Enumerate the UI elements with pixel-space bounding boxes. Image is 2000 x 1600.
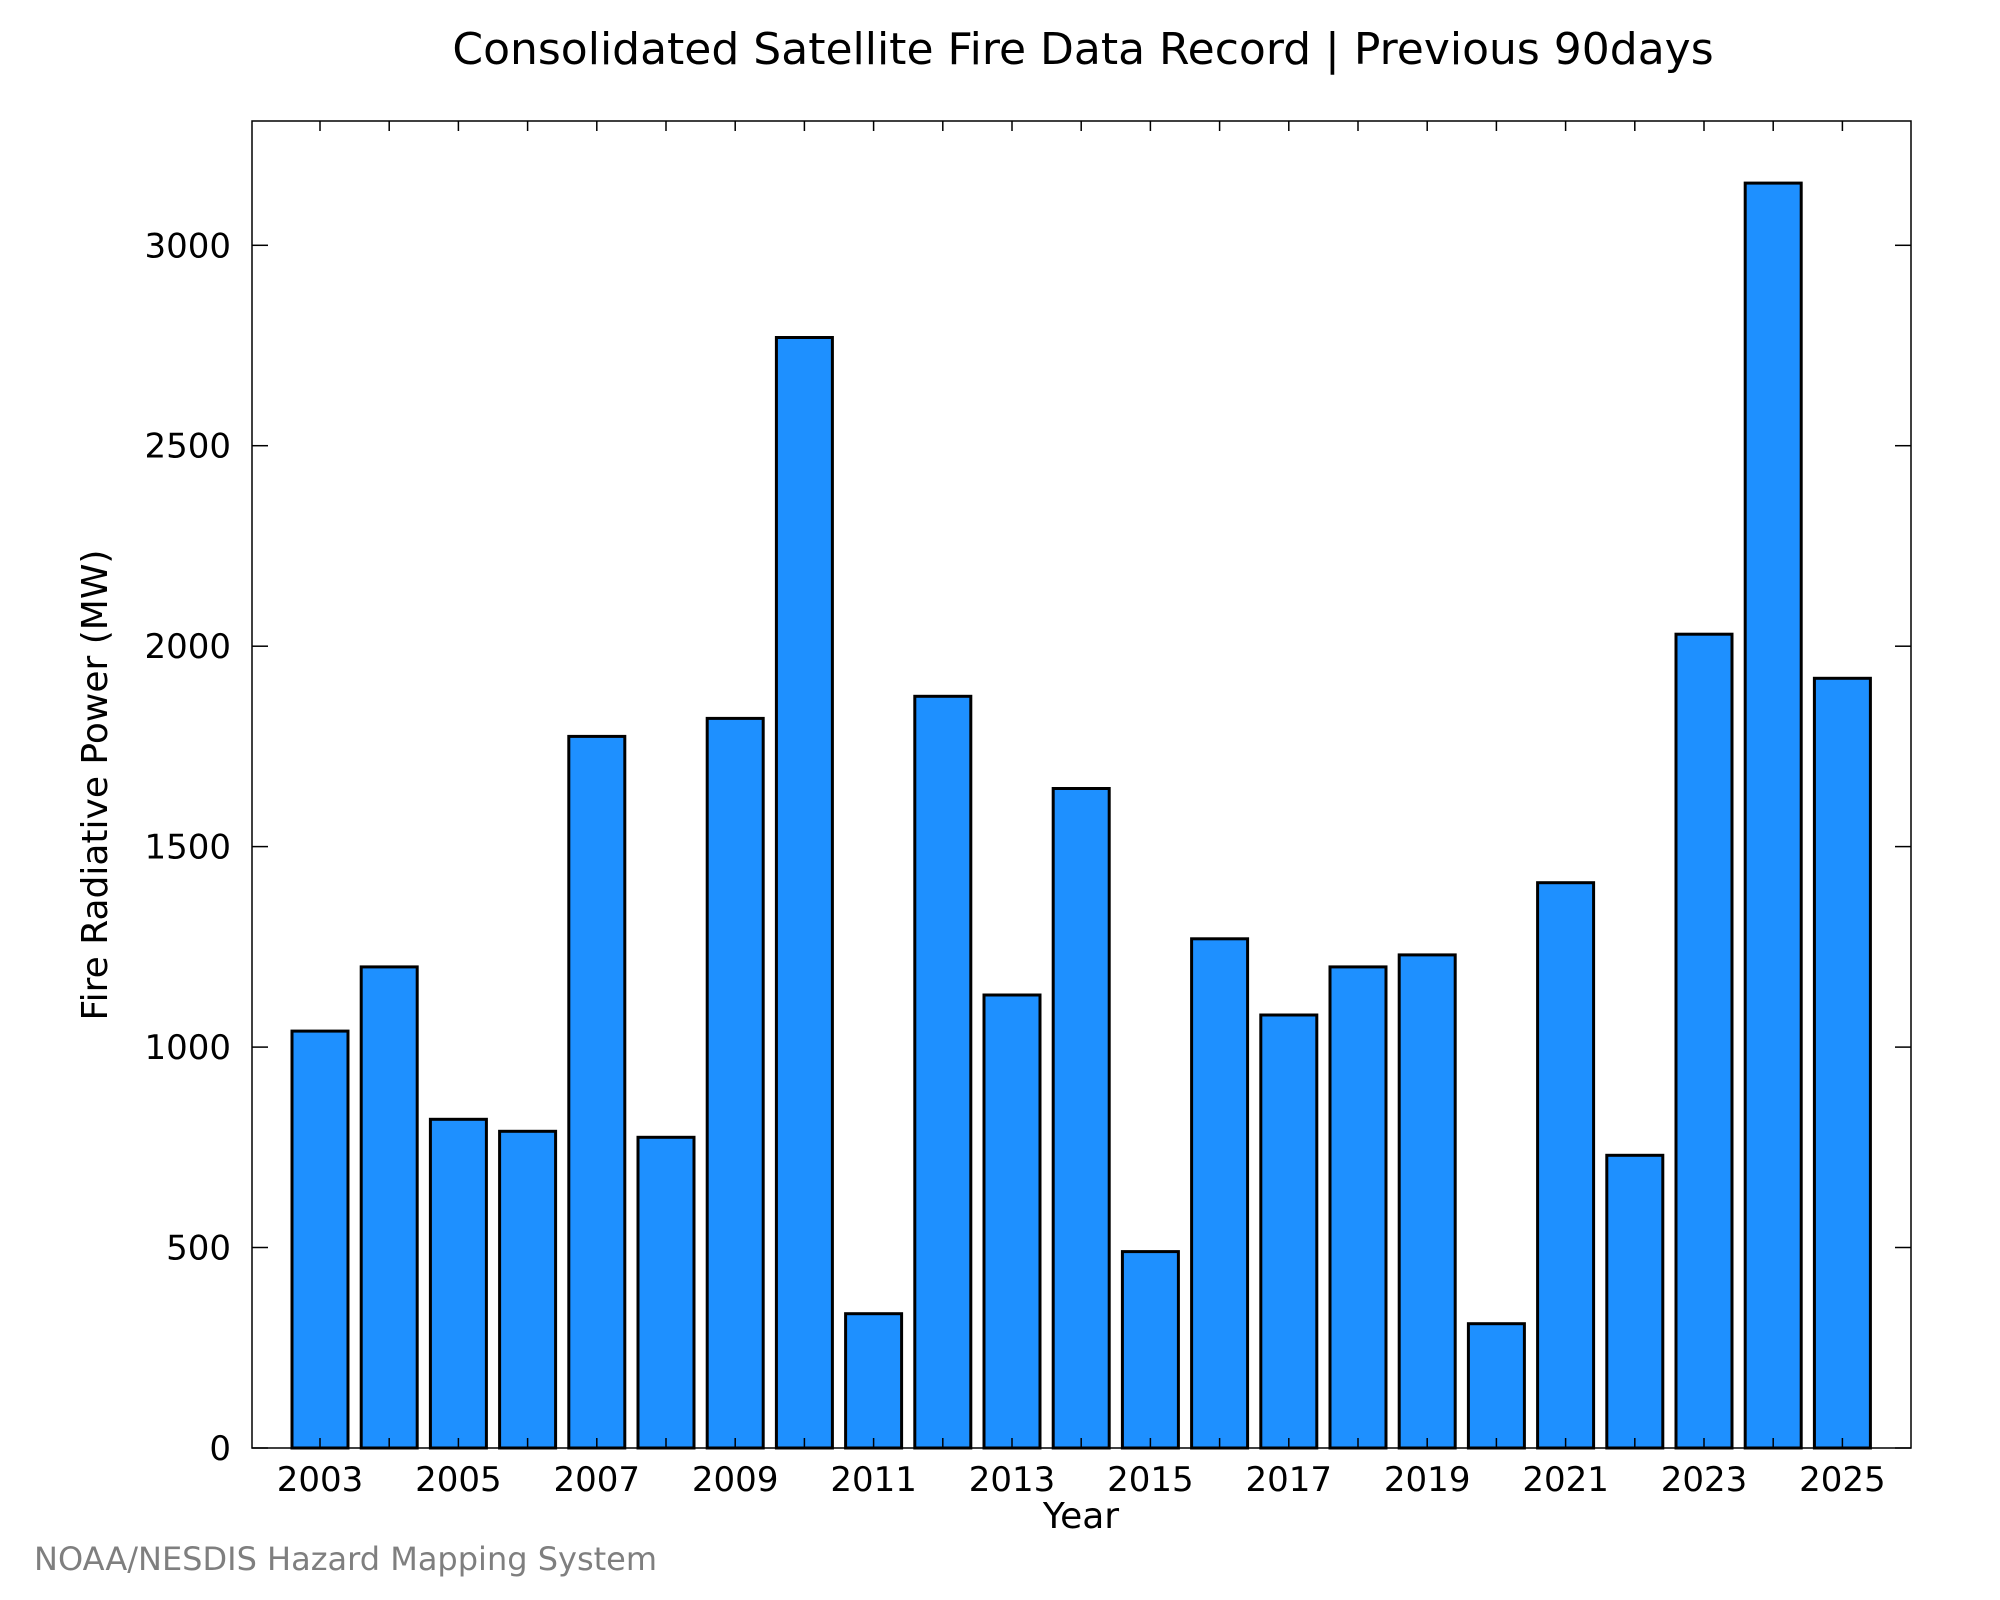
bar-2017 xyxy=(1259,1013,1319,1450)
y-tick-label-500: 500 xyxy=(166,1229,231,1269)
y-tick-label-3000: 3000 xyxy=(144,226,231,266)
bars-group xyxy=(290,181,1872,1450)
bar-2018 xyxy=(1328,965,1388,1450)
bar-2010 xyxy=(774,336,834,1450)
x-tick-label-2019: 2019 xyxy=(1384,1460,1471,1500)
bar-2020 xyxy=(1466,1322,1526,1450)
y-axis-title: Fire Radiative Power (MW) xyxy=(75,550,116,1021)
x-tick-label-2013: 2013 xyxy=(969,1460,1056,1500)
bar-2006 xyxy=(498,1129,558,1450)
x-axis-title: Year xyxy=(1042,1496,1119,1537)
bar-2011 xyxy=(844,1312,904,1450)
bar-2008 xyxy=(636,1135,696,1450)
bar-2004 xyxy=(359,965,419,1450)
bar-2015 xyxy=(1120,1250,1180,1450)
y-tick-label-1500: 1500 xyxy=(144,828,231,868)
bar-2023 xyxy=(1674,632,1734,1450)
y-tick-label-2500: 2500 xyxy=(144,427,231,467)
chart-title: Consolidated Satellite Fire Data Record … xyxy=(452,24,1713,75)
bar-2022 xyxy=(1605,1153,1665,1450)
plot-frame xyxy=(251,120,1912,1449)
y-tick-label-2000: 2000 xyxy=(144,627,231,667)
bar-2005 xyxy=(428,1117,488,1450)
x-tick-label-2015: 2015 xyxy=(1107,1460,1194,1500)
bar-2014 xyxy=(1051,787,1111,1450)
bar-2024 xyxy=(1743,181,1803,1450)
x-tick-label-2011: 2011 xyxy=(830,1460,917,1500)
x-tick-label-2003: 2003 xyxy=(277,1460,364,1500)
y-tick-label-0: 0 xyxy=(209,1429,231,1469)
x-tick-label-2005: 2005 xyxy=(415,1460,502,1500)
bar-2019 xyxy=(1397,953,1457,1450)
x-tick-label-2009: 2009 xyxy=(692,1460,779,1500)
x-tick-label-2021: 2021 xyxy=(1522,1460,1609,1500)
x-tick-label-2025: 2025 xyxy=(1799,1460,1886,1500)
x-tick-label-2017: 2017 xyxy=(1246,1460,1333,1500)
axis-ticks-group: 2003 2005 2007 2009 2011 2013 2015 2017 2019 2021… xyxy=(144,121,1911,1500)
bar-2021 xyxy=(1536,881,1596,1450)
bar-2003 xyxy=(290,1029,350,1450)
x-tick-label-2023: 2023 xyxy=(1661,1460,1748,1500)
x-tick-label-2007: 2007 xyxy=(554,1460,641,1500)
credit-text: NOAA/NESDIS Hazard Mapping System xyxy=(34,1540,657,1578)
bar-2009 xyxy=(705,716,765,1450)
bar-2007 xyxy=(567,734,627,1450)
bar-2025 xyxy=(1812,676,1872,1450)
bar-2012 xyxy=(913,694,973,1450)
bar-2016 xyxy=(1190,937,1250,1450)
y-tick-label-1000: 1000 xyxy=(144,1028,231,1068)
bar-2013 xyxy=(982,993,1042,1450)
